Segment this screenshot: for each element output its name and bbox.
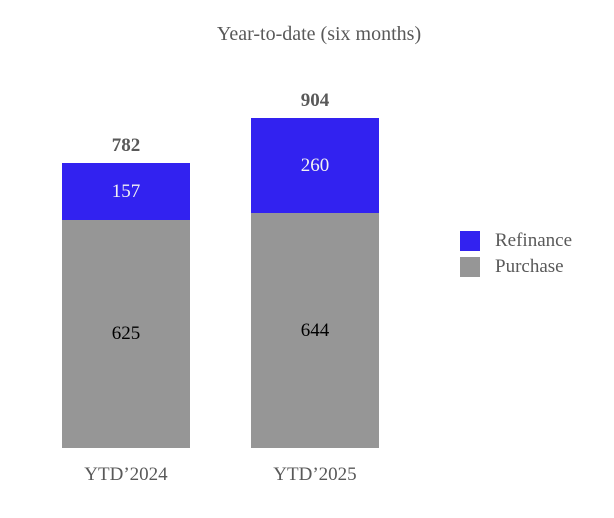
- legend-item-purchase: Purchase: [460, 256, 572, 277]
- legend: Refinance Purchase: [460, 230, 572, 277]
- refinance-segment: 260: [251, 118, 379, 213]
- legend-label: Purchase: [495, 256, 564, 277]
- purchase-segment-value: 625: [111, 323, 141, 344]
- refinance-segment-value: 157: [111, 180, 141, 202]
- x-axis-label: YTD’2024: [84, 464, 168, 485]
- x-axis-label: YTD’2025: [273, 464, 357, 485]
- purchase-segment: 644: [251, 213, 379, 448]
- bar-total-label: 782: [111, 135, 141, 156]
- legend-item-refinance: Refinance: [460, 230, 572, 251]
- purchase-segment-value: 644: [300, 319, 330, 341]
- legend-label: Refinance: [495, 230, 573, 251]
- bar-ytd’2025: 260 644: [251, 118, 379, 448]
- refinance-segment-value: 260: [300, 154, 330, 176]
- chart-title: Year-to-date (six months): [216, 23, 422, 45]
- refinance-segment: 157: [62, 163, 190, 220]
- purchase-swatch-icon: [460, 256, 480, 277]
- bar-ytd’2024: 157 625: [62, 163, 190, 448]
- refinance-swatch-icon: [460, 230, 480, 251]
- bar-total-label: 904: [300, 90, 330, 111]
- purchase-segment: 625: [62, 220, 190, 448]
